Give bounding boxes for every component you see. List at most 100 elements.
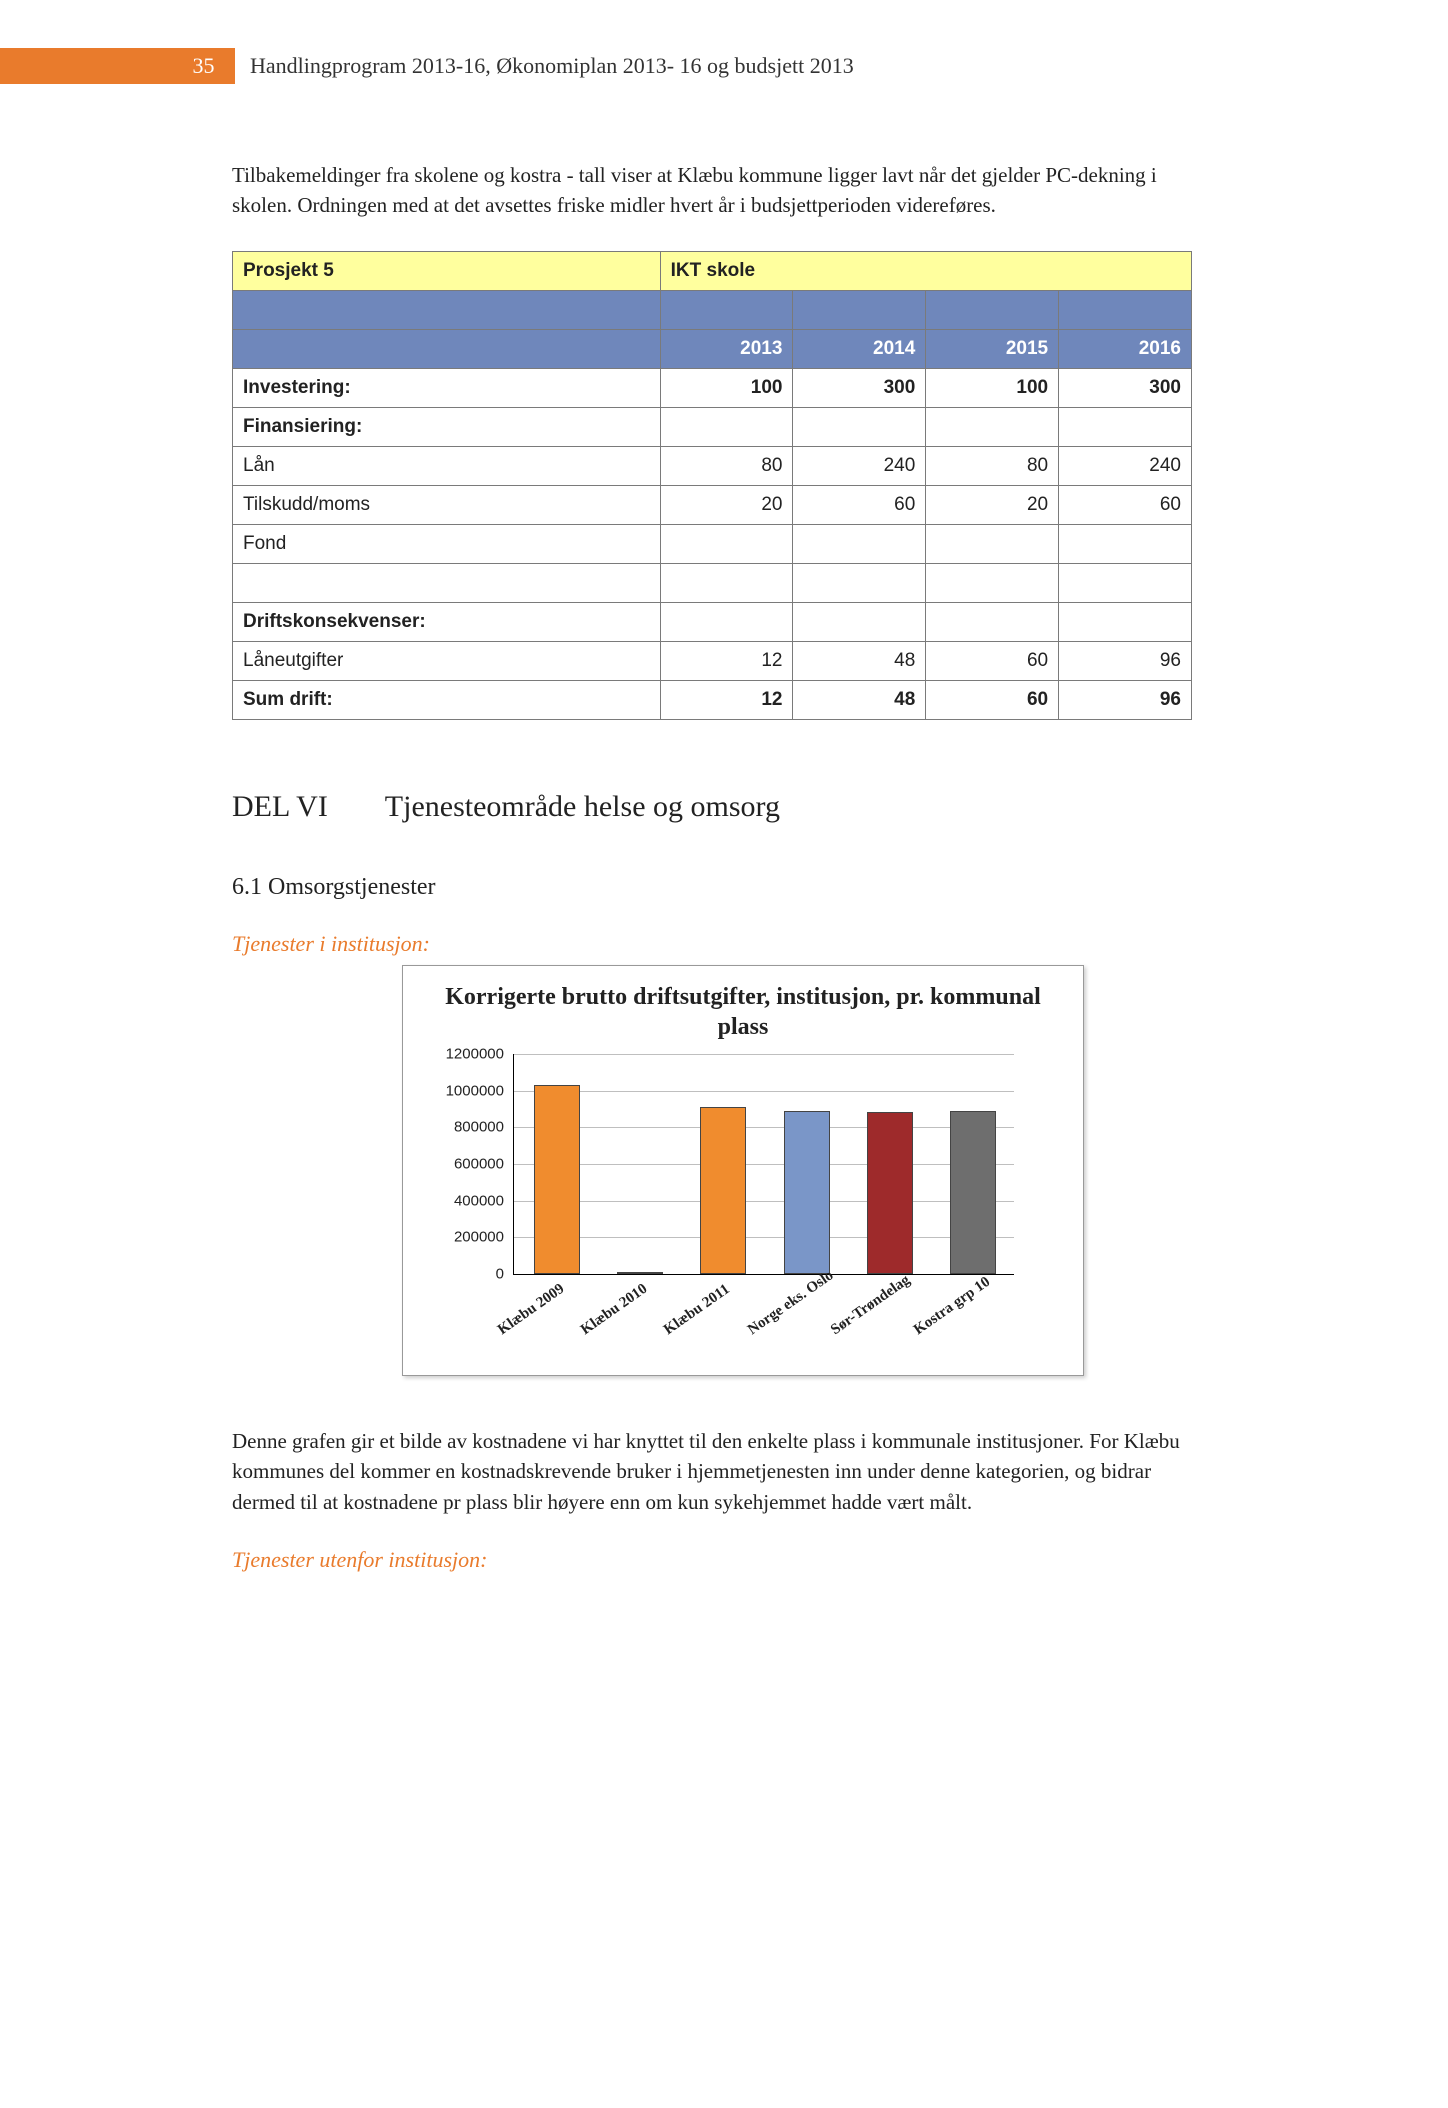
bar	[617, 1272, 663, 1274]
table-spacer-row	[233, 290, 1192, 329]
row-label: Tilskudd/moms	[233, 485, 661, 524]
cell	[660, 563, 793, 602]
row-label	[233, 563, 661, 602]
bar	[700, 1107, 746, 1274]
bar	[867, 1112, 913, 1274]
cell: 60	[926, 680, 1059, 719]
gridline	[514, 1164, 1014, 1165]
y-tick-label: 200000	[424, 1229, 504, 1246]
cell	[926, 563, 1059, 602]
project-name: IKT skole	[660, 251, 1191, 290]
gridline	[514, 1054, 1014, 1055]
x-tick-label: Klæbu 2009	[495, 1281, 568, 1339]
row-label: Låneutgifter	[233, 641, 661, 680]
cell: 300	[793, 368, 926, 407]
x-tick-label: Sør-Trøndelag	[828, 1272, 914, 1339]
y-tick-label: 1200000	[424, 1045, 504, 1062]
cell	[793, 602, 926, 641]
table-row: Lån8024080240	[233, 446, 1192, 485]
cell: 48	[793, 641, 926, 680]
cell	[1059, 524, 1192, 563]
cell	[1059, 563, 1192, 602]
cell: 240	[1059, 446, 1192, 485]
cell	[660, 407, 793, 446]
gridline	[514, 1091, 1014, 1092]
table-row: Driftskonsekvenser:	[233, 602, 1192, 641]
project-label: Prosjekt 5	[233, 251, 661, 290]
x-tick-label: Klæbu 2010	[578, 1281, 651, 1339]
row-label: Driftskonsekvenser:	[233, 602, 661, 641]
subsection-heading: 6.1 Omsorgstjenester	[232, 874, 1212, 901]
cell: 300	[1059, 368, 1192, 407]
chart-title: Korrigerte brutto driftsutgifter, instit…	[423, 982, 1063, 1042]
cell: 96	[1059, 641, 1192, 680]
gridline	[514, 1201, 1014, 1202]
cell	[793, 524, 926, 563]
section-title: Tjenesteområde helse og omsorg	[385, 790, 780, 823]
table-row	[233, 563, 1192, 602]
bar	[534, 1085, 580, 1274]
y-tick-label: 0	[424, 1265, 504, 1282]
cell	[793, 563, 926, 602]
table-row: Finansiering:	[233, 407, 1192, 446]
bar	[784, 1111, 830, 1274]
cell: 20	[660, 485, 793, 524]
x-tick-label: Kostra grp 10	[911, 1274, 994, 1339]
cell	[1059, 407, 1192, 446]
chart-x-labels: Klæbu 2009Klæbu 2010Klæbu 2011Norge eks.…	[513, 1275, 1013, 1355]
cell	[660, 602, 793, 641]
page: 35 Handlingprogram 2013-16, Økonomiplan …	[0, 0, 1448, 2108]
gridline	[514, 1127, 1014, 1128]
x-tick-label: Norge eks. Oslo	[745, 1267, 837, 1339]
cell: 12	[660, 680, 793, 719]
table-row: Låneutgifter12486096	[233, 641, 1192, 680]
year-col: 2015	[926, 329, 1059, 368]
cell	[926, 524, 1059, 563]
row-label: Investering:	[233, 368, 661, 407]
header-title: Handlingprogram 2013-16, Økonomiplan 201…	[250, 48, 854, 84]
y-tick-label: 600000	[424, 1155, 504, 1172]
chart-caption: Denne grafen gir et bilde av kostnadene …	[232, 1426, 1212, 1517]
y-tick-label: 800000	[424, 1119, 504, 1136]
cell: 48	[793, 680, 926, 719]
cell	[926, 407, 1059, 446]
cell: 96	[1059, 680, 1192, 719]
cell	[1059, 602, 1192, 641]
cell: 12	[660, 641, 793, 680]
row-label: Finansiering:	[233, 407, 661, 446]
table-row: Sum drift:12486096	[233, 680, 1192, 719]
table-project-row: Prosjekt 5 IKT skole	[233, 251, 1192, 290]
cell	[793, 407, 926, 446]
cell	[660, 524, 793, 563]
cell: 80	[926, 446, 1059, 485]
bar	[950, 1111, 996, 1274]
table-row: Investering:100300100300	[233, 368, 1192, 407]
y-tick-label: 1000000	[424, 1082, 504, 1099]
cell: 60	[926, 641, 1059, 680]
year-col: 2013	[660, 329, 793, 368]
cell: 20	[926, 485, 1059, 524]
cell	[926, 602, 1059, 641]
row-label: Lån	[233, 446, 661, 485]
table-year-row: 2013 2014 2015 2016	[233, 329, 1192, 368]
bar-chart: Korrigerte brutto driftsutgifter, instit…	[402, 965, 1084, 1376]
cell: 60	[793, 485, 926, 524]
row-label: Sum drift:	[233, 680, 661, 719]
intro-paragraph: Tilbakemeldinger fra skolene og kostra -…	[232, 160, 1212, 221]
gridline	[514, 1237, 1014, 1238]
service-out-institution-label: Tjenester utenfor institusjon:	[232, 1547, 1212, 1573]
budget-table: Prosjekt 5 IKT skole 2013 2014 2015 2016…	[232, 251, 1192, 720]
budget-rows-body: Investering:100300100300Finansiering:Lån…	[233, 368, 1192, 719]
service-in-institution-label: Tjenester i institusjon:	[232, 931, 1212, 957]
y-tick-label: 400000	[424, 1192, 504, 1209]
table-row: Tilskudd/moms20602060	[233, 485, 1192, 524]
page-number: 35	[172, 48, 235, 84]
cell: 100	[926, 368, 1059, 407]
section-part-label: DEL VI	[232, 790, 328, 824]
chart-plot-area: 020000040000060000080000010000001200000	[513, 1054, 1014, 1275]
year-col: 2016	[1059, 329, 1192, 368]
cell: 100	[660, 368, 793, 407]
x-tick-label: Klæbu 2011	[661, 1281, 733, 1339]
cell: 60	[1059, 485, 1192, 524]
row-label: Fond	[233, 524, 661, 563]
